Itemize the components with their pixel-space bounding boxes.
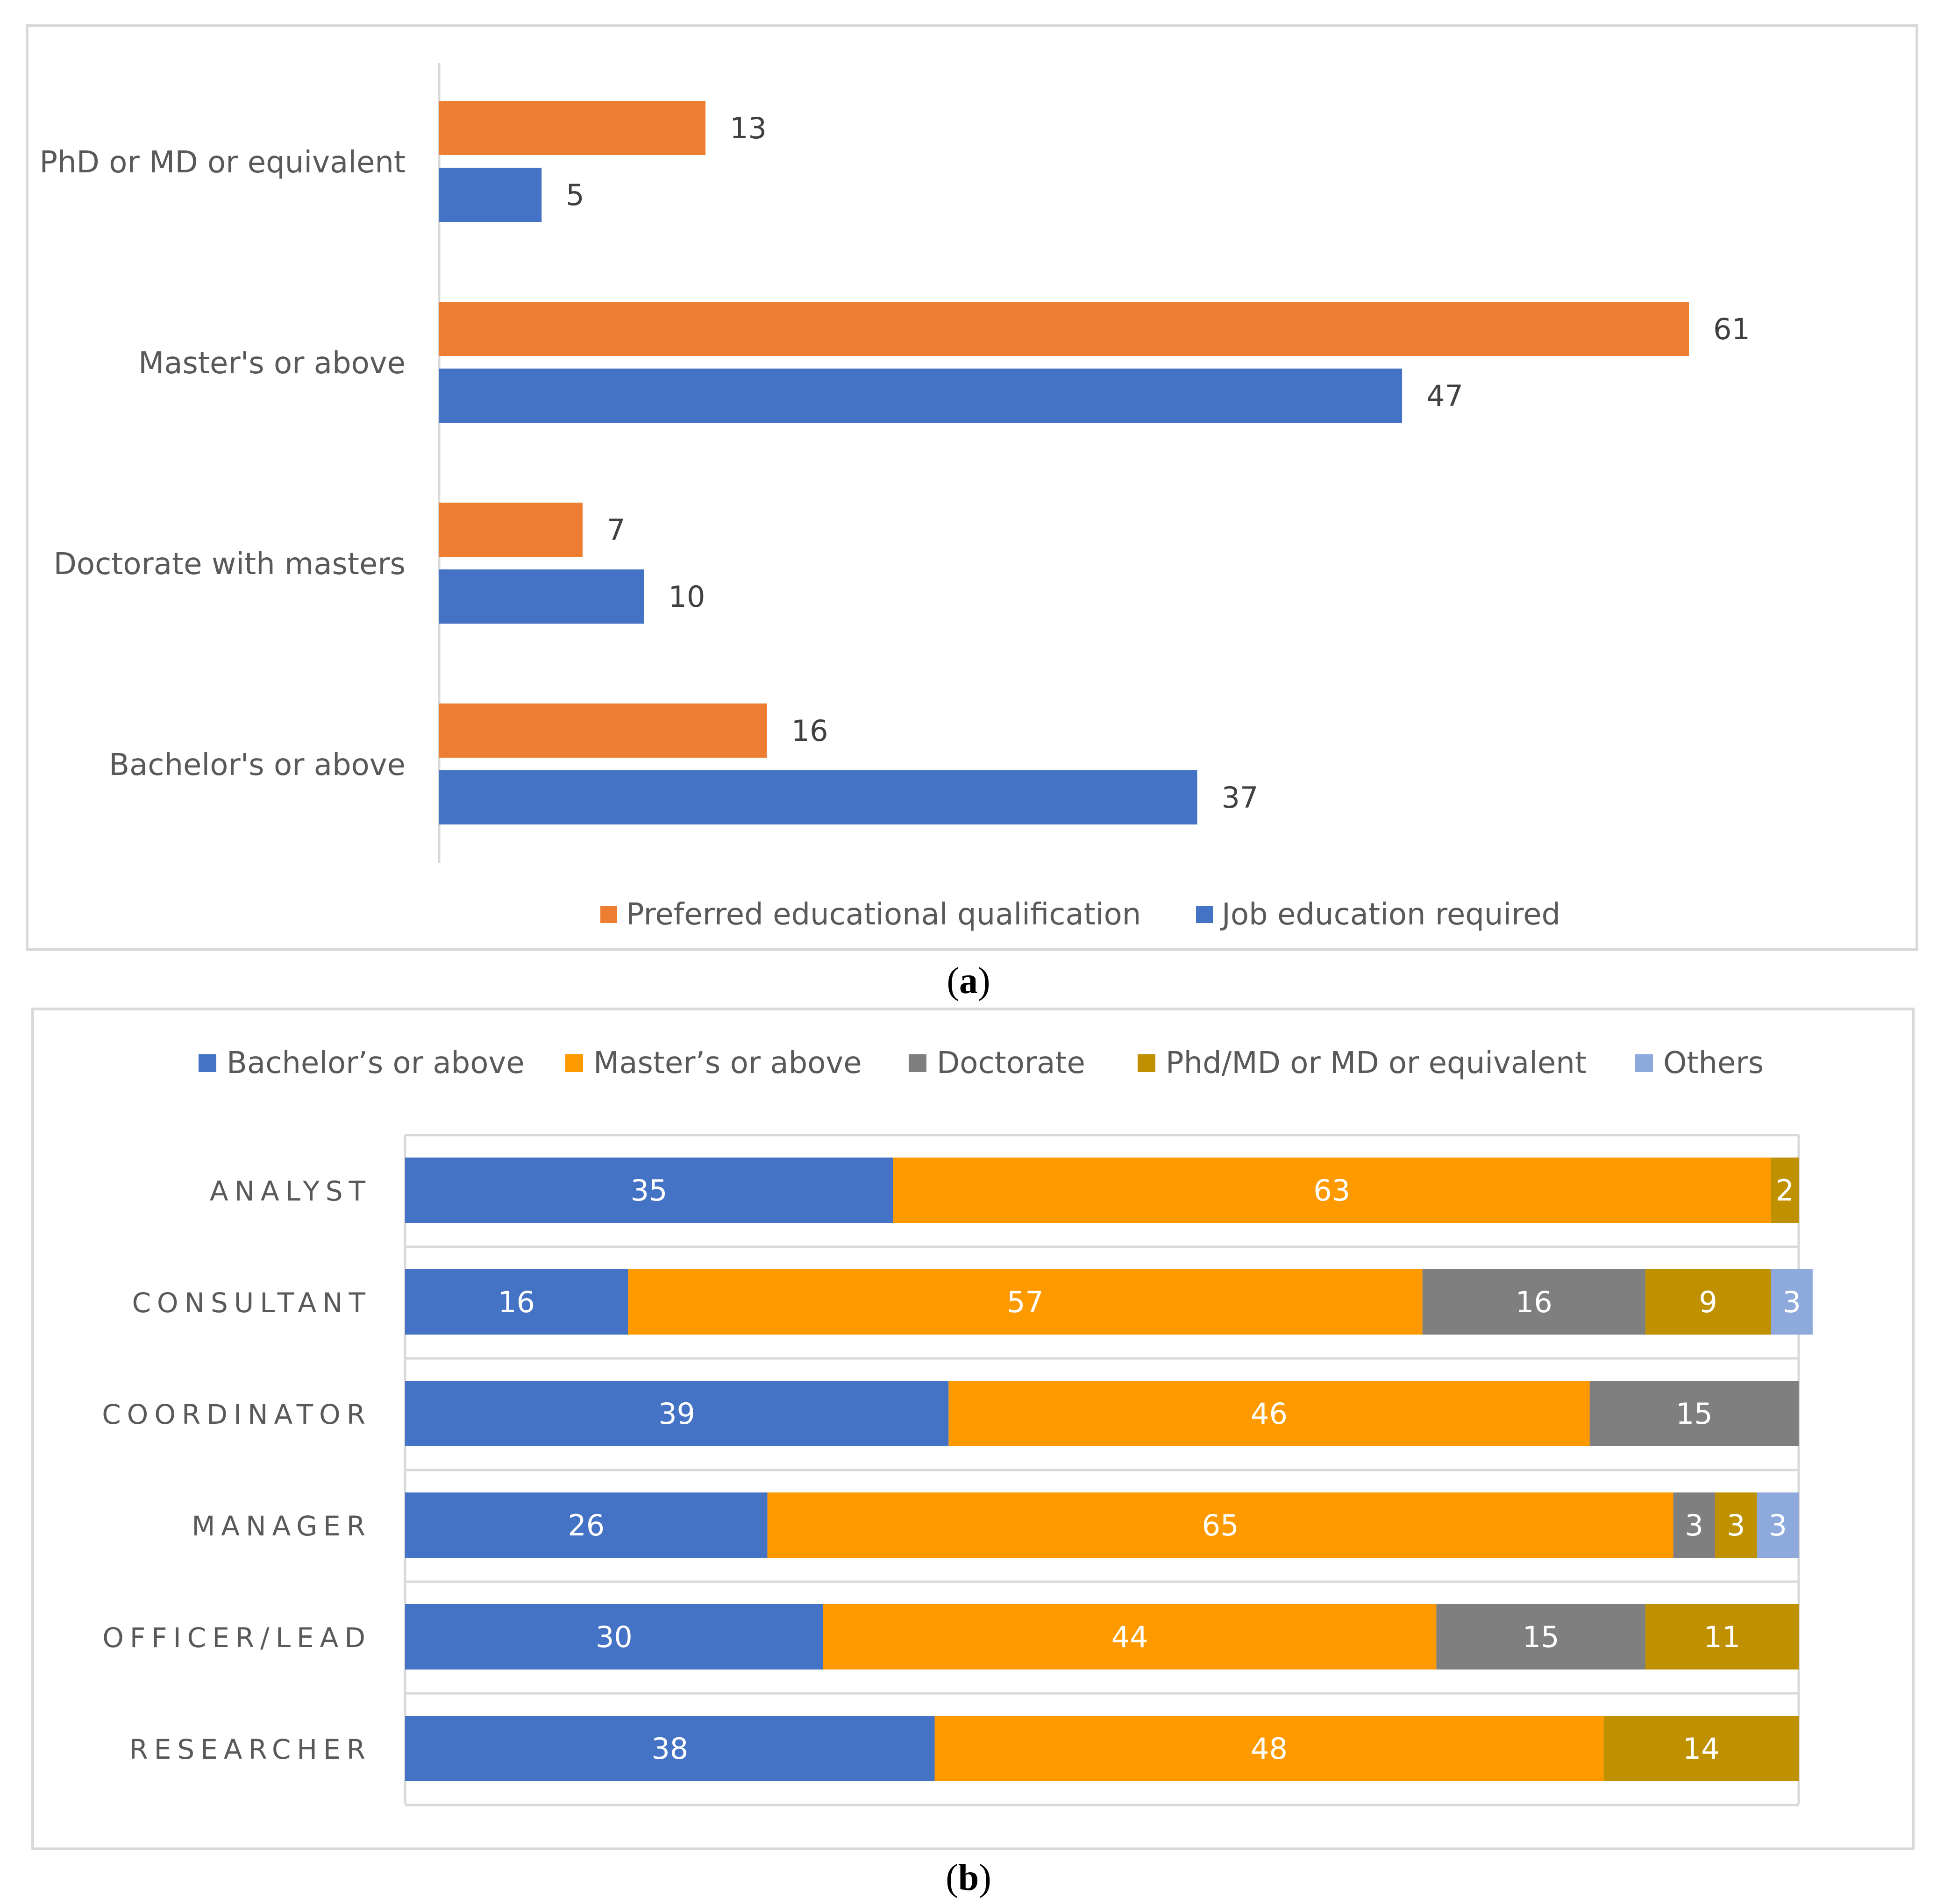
legend-swatch-doctorate [909,1054,926,1072]
caption-b-letter: b [958,1857,979,1898]
category-label-officer-lead: OFFICER/LEAD [102,1622,371,1654]
value-label-phd-md-or-md-or-equivalent-manager: 3 [1727,1508,1745,1542]
bar-bachelor-s-or-above-officer-lead [405,1604,823,1670]
category-label-doctorate-with-masters: Doctorate with masters [54,547,406,582]
bar-phd-md-or-md-or-equivalent-officer-lead [1645,1604,1799,1670]
value-label-bachelor-s-or-above-researcher: 38 [651,1732,688,1766]
caption-a: (a) [947,960,990,1002]
bar-doctorate-coordinator [1589,1381,1799,1446]
value-label-phd-md-or-md-or-equivalent-officer-lead: 11 [1703,1620,1740,1654]
bar-phd-md-or-md-or-equivalent-researcher [1603,1716,1799,1781]
bar-doctorate-officer-lead [1436,1604,1645,1670]
value-label-bachelor-s-or-above-consultant: 16 [498,1285,535,1319]
value-label-doctorate-consultant: 16 [1516,1285,1552,1319]
bar-job-education-required-phd-or-md-or-equivalent [439,168,542,222]
legend-label-bachelor-s-or-above: Bachelor’s or above [227,1046,525,1080]
caption-a-letter: a [959,960,978,1002]
bar-phd-md-or-md-or-equivalent-manager [1715,1492,1757,1558]
value-label-bachelor-s-or-above-analyst: 35 [631,1173,668,1208]
legend-swatch-phd-md-or-md-or-equivalent [1138,1054,1155,1072]
legend-label-others: Others [1663,1046,1764,1080]
bar-bachelor-s-or-above-consultant [405,1269,628,1335]
value-label-others-manager: 3 [1769,1508,1787,1542]
category-label-consultant: CONSULTANT [132,1287,371,1319]
bar-doctorate-consultant [1422,1269,1645,1335]
bar-preferred-educational-qualification-phd-or-md-or-equivalent [439,101,706,155]
bar-master-s-or-above-analyst [893,1158,1771,1223]
value-label-doctorate-manager: 3 [1685,1508,1703,1542]
bar-job-education-required-doctorate-with-masters [439,569,644,624]
bar-job-education-required-bachelor-s-or-above [439,770,1197,824]
legend-swatch-others [1635,1054,1653,1072]
value-label-job-education-required-phd-or-md-or-equivalent: 5 [566,178,584,212]
bar-preferred-educational-qualification-master-s-or-above [439,302,1689,356]
legend-label-master-s-or-above: Master’s or above [593,1046,862,1080]
bar-master-s-or-above-manager [767,1492,1674,1558]
value-label-phd-md-or-md-or-equivalent-consultant: 9 [1699,1285,1717,1319]
bar-bachelor-s-or-above-manager [405,1492,768,1558]
value-label-bachelor-s-or-above-coordinator: 39 [658,1397,695,1431]
category-label-coordinator: COORDINATOR [102,1399,371,1430]
category-label-analyst: ANALYST [210,1175,371,1207]
value-label-phd-md-or-md-or-equivalent-researcher: 14 [1683,1732,1720,1766]
value-label-bachelor-s-or-above-officer-lead: 30 [596,1620,633,1654]
value-label-preferred-educational-qualification-phd-or-md-or-equivalent: 13 [730,111,767,145]
legend-swatch-bachelor-s-or-above [199,1054,216,1072]
bar-master-s-or-above-officer-lead [823,1604,1437,1670]
bar-phd-md-or-md-or-equivalent-analyst [1771,1158,1799,1223]
category-label-master-s-or-above: Master's or above [138,346,406,381]
value-label-doctorate-officer-lead: 15 [1523,1620,1560,1654]
legend-label-preferred-educational-qualification: Preferred educational qualification [626,897,1141,932]
value-label-master-s-or-above-officer-lead: 44 [1111,1620,1148,1654]
value-label-phd-md-or-md-or-equivalent-analyst: 2 [1775,1173,1794,1208]
value-label-job-education-required-doctorate-with-masters: 10 [669,580,705,614]
bar-master-s-or-above-consultant [628,1269,1423,1335]
bar-preferred-educational-qualification-doctorate-with-masters [439,503,583,557]
value-label-master-s-or-above-consultant: 57 [1007,1285,1044,1319]
value-label-master-s-or-above-researcher: 48 [1251,1732,1288,1766]
legend-swatch-preferred-educational-qualification [600,906,617,923]
legend-label-job-education-required: Job education required [1220,897,1560,932]
legend-swatch-master-s-or-above [565,1054,583,1072]
bar-phd-md-or-md-or-equivalent-consultant [1645,1269,1771,1335]
legend-label-phd-md-or-md-or-equivalent: Phd/MD or MD or equivalent [1166,1046,1587,1080]
value-label-master-s-or-above-manager: 65 [1202,1508,1239,1542]
category-label-researcher: RESEARCHER [129,1733,371,1765]
value-label-preferred-educational-qualification-bachelor-s-or-above: 16 [791,714,828,748]
value-label-master-s-or-above-analyst: 63 [1313,1173,1350,1208]
bar-doctorate-manager [1673,1492,1716,1558]
caption-b: (b) [946,1857,991,1898]
bar-job-education-required-master-s-or-above [439,369,1403,423]
value-label-master-s-or-above-coordinator: 46 [1251,1397,1288,1431]
legend-swatch-job-education-required [1196,906,1213,923]
chart-a: PhD or MD or equivalent Master's or above… [26,24,1918,951]
value-label-doctorate-coordinator: 15 [1676,1397,1713,1431]
bar-others-consultant [1771,1269,1813,1335]
bar-bachelor-s-or-above-researcher [405,1716,935,1781]
bar-others-manager [1757,1492,1799,1558]
category-label-manager: MANAGER [192,1510,371,1542]
legend-label-doctorate: Doctorate [937,1046,1085,1080]
value-label-job-education-required-master-s-or-above: 47 [1426,379,1463,413]
bar-preferred-educational-qualification-bachelor-s-or-above [439,703,767,758]
category-label-bachelor-s-or-above: Bachelor's or above [109,748,406,782]
value-label-bachelor-s-or-above-manager: 26 [568,1508,605,1542]
bar-bachelor-s-or-above-coordinator [405,1381,949,1446]
value-label-others-consultant: 3 [1782,1285,1801,1319]
bar-bachelor-s-or-above-analyst [405,1158,893,1223]
bar-master-s-or-above-coordinator [948,1381,1590,1446]
category-label-phd-or-md-or-equivalent: PhD or MD or equivalent [40,145,406,180]
value-label-preferred-educational-qualification-master-s-or-above: 61 [1713,312,1750,346]
bar-master-s-or-above-researcher [934,1716,1604,1781]
value-label-preferred-educational-qualification-doctorate-with-masters: 7 [607,513,625,547]
value-label-job-education-required-bachelor-s-or-above: 37 [1222,781,1259,815]
